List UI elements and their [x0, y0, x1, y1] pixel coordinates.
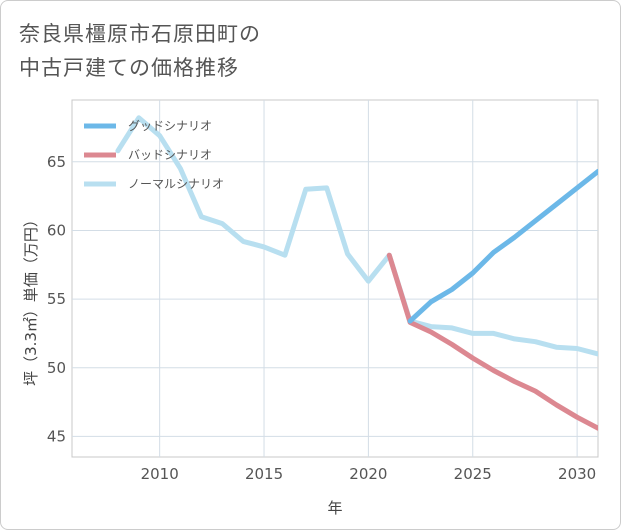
x-tick-label: 2025 [454, 465, 492, 483]
x-tick-label: 2015 [245, 465, 283, 483]
series-lines [115, 115, 598, 431]
series-line-1 [386, 252, 598, 431]
plot-area [71, 99, 599, 458]
legend-label: バッドシナリオ [128, 148, 212, 162]
gridlines [72, 100, 598, 457]
y-tick-label: 60 [47, 221, 66, 239]
y-tick-label: 55 [47, 290, 66, 308]
series-line-0 [407, 168, 598, 324]
y-axis-label: 坪（3.3㎡）単価（万円） [22, 212, 40, 386]
legend-label: グッドシナリオ [128, 119, 212, 133]
series-line-2 [115, 115, 598, 357]
x-tick-label: 2030 [558, 465, 596, 483]
x-axis-label: 年 [327, 499, 342, 517]
y-tick-label: 50 [47, 359, 66, 377]
legend-label: ノーマルシナリオ [128, 177, 224, 191]
y-tick-label: 45 [47, 427, 66, 445]
chart-title-line1: 奈良県橿原市石原田町の [19, 22, 261, 46]
axis-ticks: 2010 2015 2020 2025 2030 45 50 55 60 65 [47, 153, 596, 483]
chart-title-line2: 中古戸建ての価格推移 [19, 56, 239, 80]
chart-title: 奈良県橿原市石原田町の 中古戸建ての価格推移 [19, 17, 261, 85]
x-tick-label: 2010 [141, 465, 179, 483]
x-tick-label: 2020 [349, 465, 387, 483]
y-tick-label: 65 [47, 153, 66, 171]
